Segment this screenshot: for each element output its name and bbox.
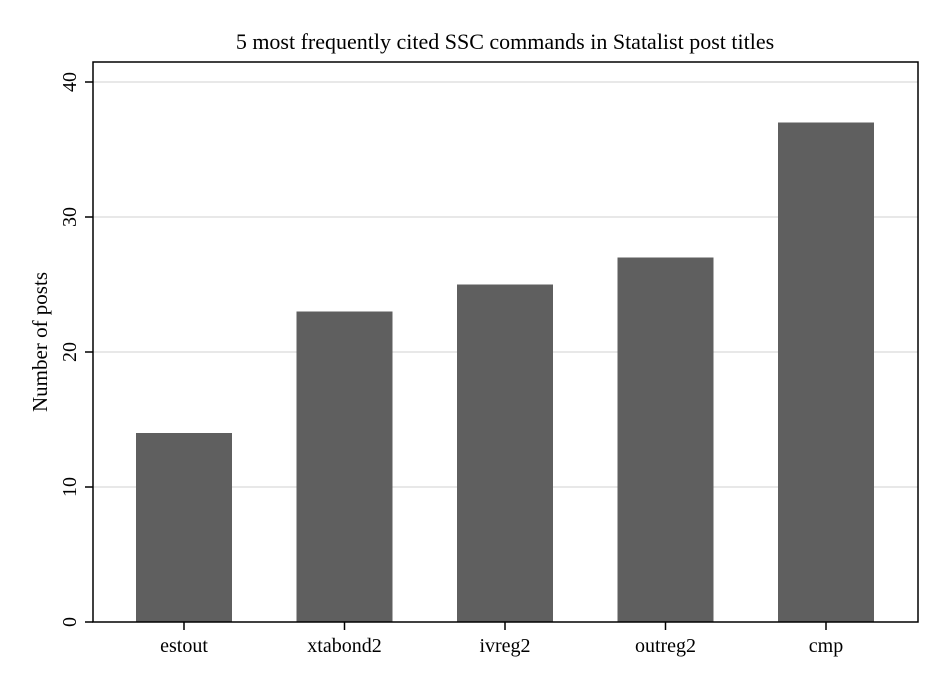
y-tick-label: 0: [59, 617, 81, 627]
y-tick-label: 10: [59, 477, 81, 497]
x-tick-label-cmp: cmp: [809, 635, 843, 657]
axis-ticks: 0 10 20 30 40 estout xtabond2 ivreg2 outreg2 cmp: [59, 72, 843, 657]
x-tick-label-xtabond2: xtabond2: [307, 635, 381, 657]
y-tick-label: 40: [59, 72, 81, 92]
bar-ivreg2: [457, 284, 553, 622]
x-tick-label-ivreg2: ivreg2: [479, 635, 530, 657]
bar-xtabond2: [296, 311, 393, 622]
chart-title: 5 most frequently cited SSC commands in …: [236, 29, 774, 54]
bar-cmp: [778, 122, 874, 622]
y-axis-label: Number of posts: [28, 272, 52, 412]
y-tick-label: 20: [59, 342, 81, 362]
y-tick-label: 30: [59, 207, 81, 227]
bar-outreg2: [617, 257, 714, 622]
x-tick-label-estout: estout: [160, 635, 208, 657]
x-tick-label-outreg2: outreg2: [635, 635, 696, 657]
bars: [136, 122, 874, 622]
bar-estout: [136, 433, 232, 622]
